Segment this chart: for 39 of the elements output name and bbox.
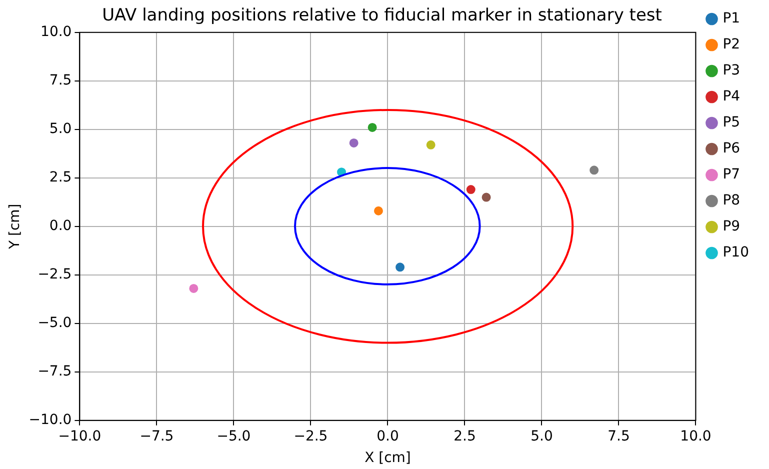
point bbox=[396, 262, 405, 272]
y-tick-label: 5.0 bbox=[49, 121, 72, 138]
y-tick-label: −10.0 bbox=[28, 412, 72, 428]
y-axis-title: Y [cm] bbox=[7, 204, 24, 250]
y-tick-label: −5.0 bbox=[38, 315, 72, 332]
point bbox=[466, 185, 476, 194]
legend-label: P7 bbox=[722, 166, 740, 183]
x-tick-label: 2.5 bbox=[454, 428, 476, 444]
x-tick-label: 7.5 bbox=[608, 428, 630, 444]
x-tick-label: −7.5 bbox=[140, 428, 174, 444]
point bbox=[426, 140, 436, 150]
x-tick-label: −2.5 bbox=[294, 428, 328, 444]
point bbox=[368, 122, 377, 132]
x-tick-label: 5.0 bbox=[530, 428, 553, 444]
legend-label: P9 bbox=[722, 218, 740, 235]
chart-title: UAV landing positions relative to fiducial marker in stationary test bbox=[102, 6, 662, 26]
point bbox=[374, 206, 383, 216]
x-tick-label: −5.0 bbox=[216, 428, 251, 444]
legend-label: P6 bbox=[722, 140, 740, 157]
legend-label: P5 bbox=[722, 114, 740, 131]
legend-label: P10 bbox=[722, 244, 750, 261]
y-tick-label: −7.5 bbox=[38, 364, 72, 380]
legend-label: P4 bbox=[722, 88, 740, 105]
legend-label: P3 bbox=[722, 62, 740, 79]
x-axis-title: X [cm] bbox=[364, 450, 411, 466]
point bbox=[189, 284, 198, 293]
point bbox=[482, 192, 491, 202]
y-tick-label: −2.5 bbox=[38, 266, 72, 283]
y-tick-label: 10.0 bbox=[40, 24, 72, 40]
point bbox=[349, 138, 358, 148]
y-tick-label: 7.5 bbox=[49, 72, 72, 89]
legend-label: P1 bbox=[722, 10, 740, 27]
legend-label: P8 bbox=[722, 192, 740, 209]
point bbox=[590, 166, 599, 175]
y-tick-label: 0.0 bbox=[49, 218, 72, 234]
legend-label: P2 bbox=[722, 36, 740, 53]
x-tick-label: 10.0 bbox=[680, 428, 712, 444]
x-tick-label: 0.0 bbox=[376, 428, 399, 444]
y-tick-label: 2.5 bbox=[49, 170, 72, 186]
